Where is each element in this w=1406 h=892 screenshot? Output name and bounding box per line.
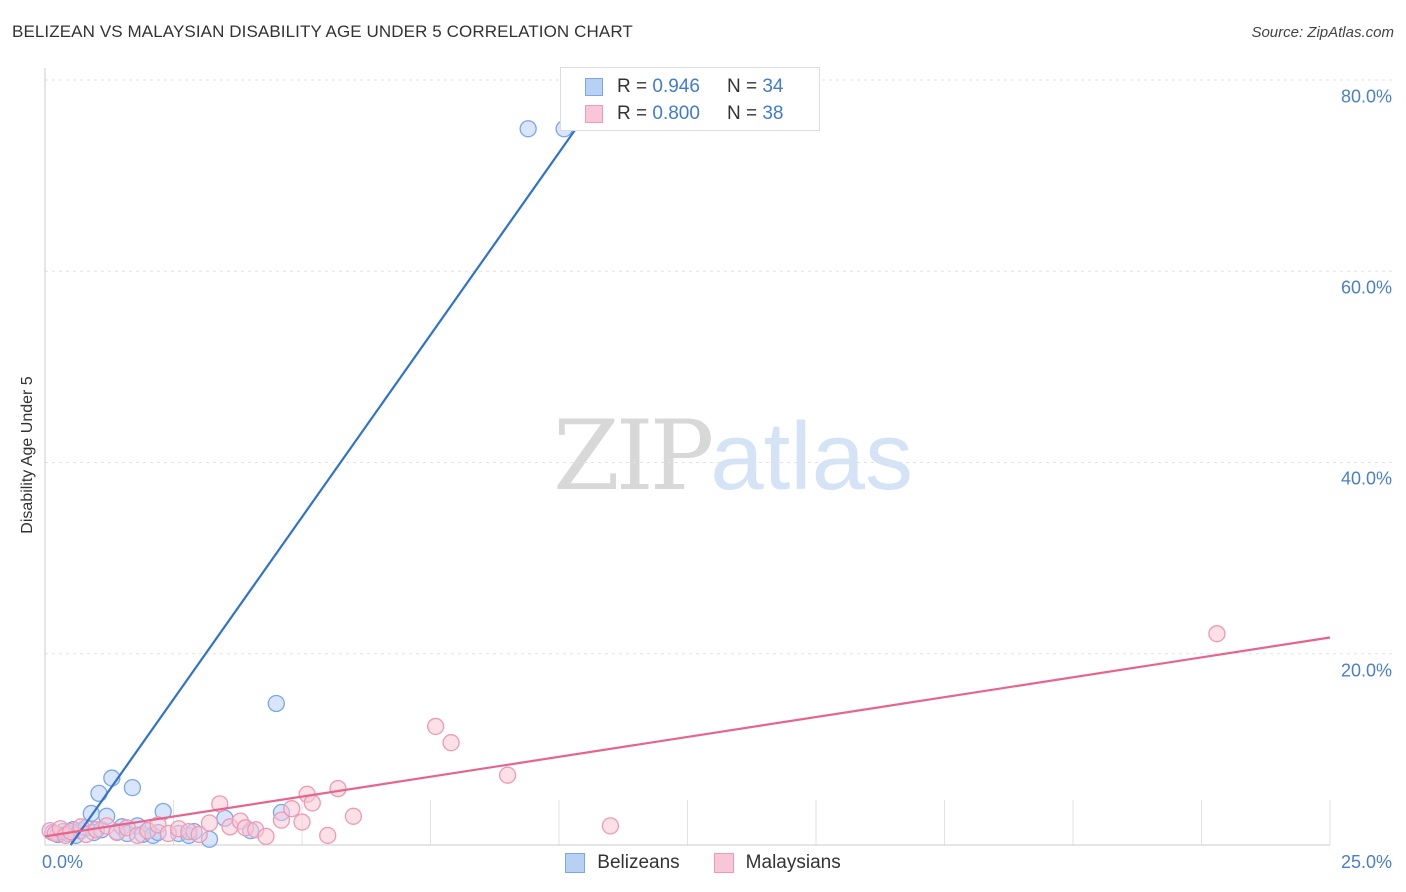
malaysian-point [257, 827, 275, 846]
y-tick-label-20: 20.0% [1340, 660, 1392, 681]
stats-n-value: 38 [762, 103, 784, 124]
stats-box: R = 0.946 N = 34 R = 0.800 N = 38 [560, 67, 820, 131]
stats-r-value: 0.946 [652, 76, 700, 97]
legend-swatch-blue [565, 853, 586, 873]
belizean-point [267, 694, 285, 713]
y-axis-label: Disability Age Under 5 [19, 376, 36, 534]
malaysian-point [442, 734, 460, 752]
malaysian-point [200, 814, 219, 832]
belizean-trend-line [69, 93, 602, 846]
malaysian-point [190, 825, 208, 844]
malaysian-point [272, 811, 291, 829]
x-tick-label-max: 25.0% [1340, 852, 1392, 872]
stats-r-label: R = [617, 103, 648, 124]
stats-n-value: 34 [762, 76, 784, 97]
malaysian-point [303, 794, 321, 812]
malaysian-point [283, 800, 301, 818]
stats-n-label: N = [726, 76, 758, 97]
belizean-point [123, 778, 142, 797]
malaysian-point [319, 826, 337, 845]
watermark-zip: ZIP [553, 400, 714, 512]
malaysian-point [601, 817, 620, 835]
y-tick-label-60: 60.0% [1340, 277, 1392, 298]
stats-r-value: 0.800 [652, 103, 700, 124]
x-tick-label-min: 0.0% [42, 852, 84, 872]
source-label: Source: ZipAtlas.com [1251, 24, 1394, 41]
malaysian-point [1208, 625, 1226, 643]
watermark-atlas: atlas [710, 403, 913, 510]
stats-swatch-pink [585, 105, 603, 123]
stats-row-malaysians: R = 0.800 N = 38 [561, 101, 783, 127]
stats-row-belizeans: R = 0.946 N = 34 [561, 74, 783, 100]
stats-n-label: N = [726, 103, 758, 124]
malaysian-point [426, 717, 445, 736]
stats-r-label: R = [617, 76, 648, 97]
legend: Belizeans Malaysians [0, 852, 1406, 874]
legend-label-malaysians: Malaysians [745, 852, 841, 873]
y-tick-label-40: 40.0% [1340, 468, 1392, 489]
malaysian-point [344, 807, 363, 825]
malaysian-trend-line [44, 636, 1331, 838]
legend-item-belizeans[interactable]: Belizeans [565, 852, 680, 874]
belizean-point [90, 784, 108, 803]
y-tick-label-80: 80.0% [1340, 86, 1392, 107]
belizean-point [519, 120, 537, 138]
legend-label-belizeans: Belizeans [597, 852, 680, 873]
watermark: ZIPatlas [553, 400, 913, 512]
chart-title: BELIZEAN VS MALAYSIAN DISABILITY AGE UND… [12, 22, 633, 41]
malaysian-point [329, 779, 347, 798]
legend-item-malaysians[interactable]: Malaysians [713, 852, 841, 874]
malaysian-point [498, 766, 517, 784]
legend-swatch-pink [713, 853, 734, 873]
malaysian-point [293, 813, 311, 831]
stats-swatch-blue [585, 78, 603, 96]
